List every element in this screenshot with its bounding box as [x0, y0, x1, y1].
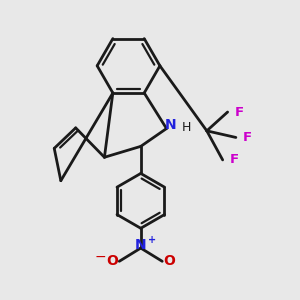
Text: N: N	[135, 238, 147, 252]
Text: N: N	[165, 118, 176, 132]
Text: O: O	[163, 254, 175, 268]
Text: −: −	[95, 250, 106, 264]
Text: F: F	[230, 153, 239, 167]
Text: F: F	[235, 106, 244, 118]
Text: +: +	[148, 235, 156, 245]
Text: F: F	[243, 131, 252, 144]
Text: H: H	[182, 122, 191, 134]
Text: O: O	[107, 254, 118, 268]
